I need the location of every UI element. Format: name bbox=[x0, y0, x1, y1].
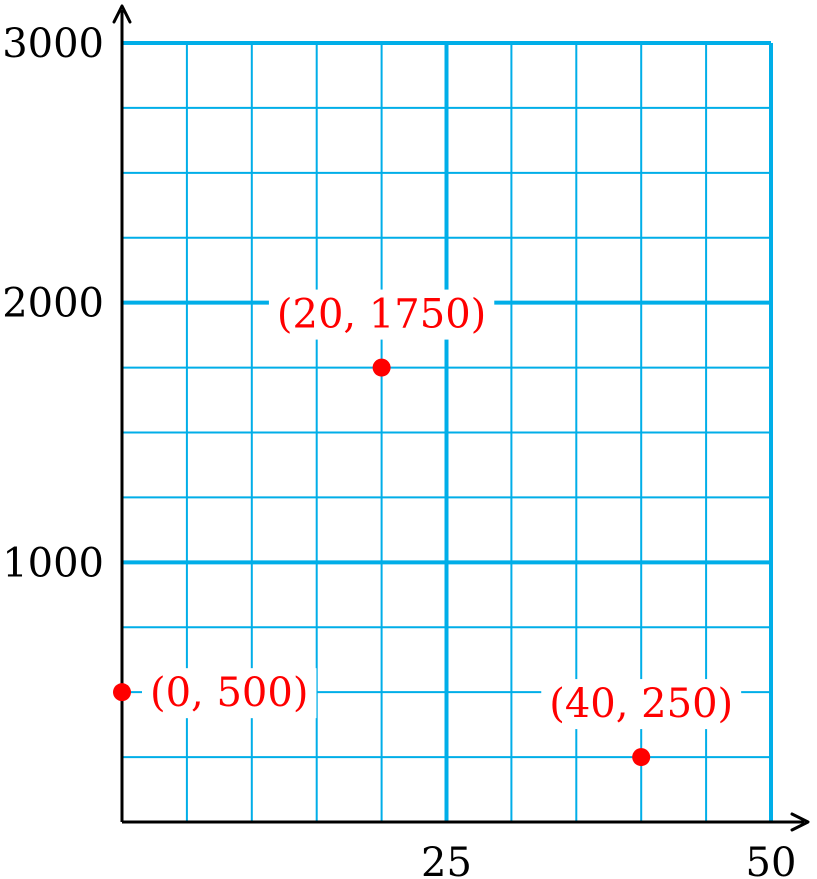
y-tick-label: 1000 bbox=[2, 540, 104, 586]
data-label: (40, 250) bbox=[549, 681, 733, 727]
y-tick-label: 2000 bbox=[2, 281, 104, 327]
data-point-group: (40, 250) bbox=[541, 679, 742, 730]
x-tick-labels: 25 50 bbox=[421, 840, 796, 879]
y-axis-arrow bbox=[112, 4, 132, 24]
data-label-background bbox=[268, 289, 495, 340]
y-tick-label: 3000 bbox=[2, 21, 104, 67]
data-point bbox=[632, 748, 651, 767]
data-label-background bbox=[541, 679, 742, 730]
x-tick-label: 25 bbox=[421, 840, 472, 879]
x-axis-arrow bbox=[790, 812, 810, 832]
data-point bbox=[113, 683, 131, 702]
data-points: (0, 500) (20, 1750) (40, 250) bbox=[113, 289, 742, 767]
data-label: (0, 500) bbox=[150, 670, 308, 716]
data-label: (20, 1750) bbox=[277, 292, 486, 338]
data-point-group: (20, 1750) bbox=[268, 289, 495, 340]
x-tick-label: 50 bbox=[746, 840, 797, 879]
data-label-background bbox=[142, 668, 317, 719]
y-tick-labels: 1000 2000 3000 bbox=[2, 21, 104, 586]
data-point-group: (0, 500) bbox=[142, 668, 317, 719]
data-point bbox=[372, 358, 391, 377]
